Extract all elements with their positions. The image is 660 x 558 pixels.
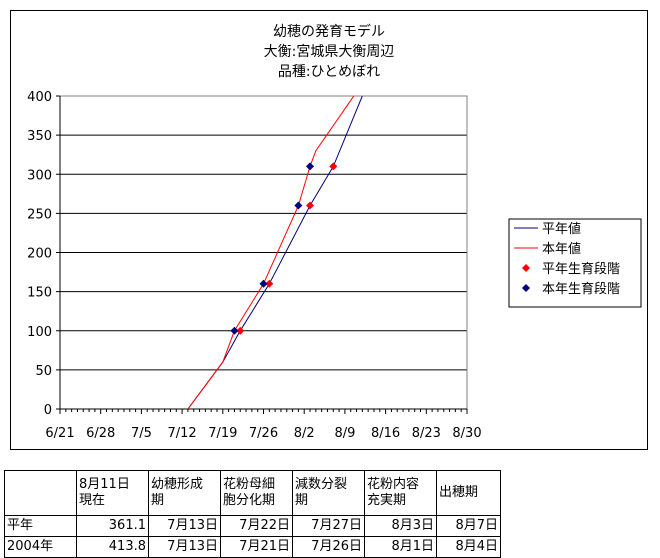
table-header-cell: 8月11日 現在	[76, 470, 149, 516]
table-header-cell: 出穂期	[436, 470, 501, 516]
table-header-cell: 幼穂形成期	[148, 470, 221, 516]
series-markers	[230, 162, 338, 335]
grid-lines	[60, 95, 467, 371]
x-tick-label: 7/26	[249, 426, 278, 441]
table-cell: 8月4日	[436, 536, 501, 558]
y-tick-label: 350	[27, 129, 52, 144]
table-header-cell: 花粉母細 胞分化期	[220, 470, 293, 516]
legend-label: 平年値	[542, 221, 581, 237]
data-point-2	[306, 201, 315, 210]
table-cell: 7月27日	[292, 515, 365, 537]
legend-label: 本年値	[542, 241, 581, 257]
x-tick-label: 8/23	[412, 426, 441, 441]
chart-frame: 幼穂の発育モデル 大衡:宮城県大衡周辺 品種:ひとめぼれ 0 50 100 150 200 2…	[10, 10, 648, 450]
series-line-1	[187, 96, 355, 409]
table-cell: 8月7日	[436, 515, 501, 537]
table-cell: 7月21日	[220, 536, 293, 558]
table-cell: 7月26日	[292, 536, 365, 558]
x-tick-label: 7/5	[131, 426, 152, 441]
table-cell: 361.1	[76, 515, 149, 537]
data-point-2	[265, 279, 274, 288]
chart-title-line: 品種:ひとめぼれ	[278, 64, 380, 80]
series-lines	[187, 96, 363, 409]
y-tick-label: 400	[27, 90, 52, 105]
x-tick-label: 7/19	[208, 426, 237, 441]
table-row-label: 2004年	[4, 536, 77, 558]
legend-label: 本年生育段階	[542, 281, 620, 297]
data-table: 8月11日 現在 幼穂形成期花粉母細 胞分化期 減数分裂期花粉内容 充実期 出穂期 平年 361…	[4, 470, 501, 558]
y-tick-label: 200	[27, 247, 52, 262]
x-tick-label: 8/30	[452, 426, 481, 441]
legend-swatch	[522, 284, 530, 292]
y-tick-label: 0	[44, 403, 52, 418]
legend-swatch	[522, 264, 530, 272]
x-tick-label: 8/9	[334, 426, 355, 441]
data-point-3	[230, 326, 239, 335]
data-point-3	[259, 279, 268, 288]
table-header-cell: 減数分裂期	[292, 470, 365, 516]
table-header-cell	[4, 470, 77, 516]
table-cell: 413.8	[76, 536, 149, 558]
x-tick-label: 8/16	[371, 426, 400, 441]
table-header-cell: 花粉内容 充実期	[364, 470, 437, 516]
axes: 0 50 100 150 200 250 300 350 400 6/21 6/28 7/5 7/12 7…	[27, 90, 481, 441]
y-tick-label: 150	[27, 286, 52, 301]
legend-label: 平年生育段階	[542, 261, 620, 277]
data-point-3	[306, 162, 315, 171]
x-tick-label: 6/21	[45, 426, 74, 441]
table-header-row: 8月11日 現在 幼穂形成期花粉母細 胞分化期 減数分裂期花粉内容 充実期 出穂期	[4, 470, 501, 516]
table-cell: 7月22日	[220, 515, 293, 537]
table-cell: 8月1日	[364, 536, 437, 558]
data-point-3	[294, 201, 303, 210]
x-tick-label: 8/2	[294, 426, 315, 441]
chart-title-line: 幼穂の発育モデル	[273, 23, 385, 40]
table-cell: 7月13日	[148, 515, 221, 537]
table-cell: 8月3日	[364, 515, 437, 537]
table-row: 平年 361.1 7月13日 7月22日 7月27日 8月3日 8月7日	[4, 515, 501, 537]
table-row: 2004年 413.8 7月13日 7月21日 7月26日 8月1日 8月4日	[4, 536, 501, 558]
table-cell: 7月13日	[148, 536, 221, 558]
legend-box	[508, 218, 642, 308]
table-row-label: 平年	[4, 515, 77, 537]
data-point-2	[329, 162, 338, 171]
x-tick-label: 7/12	[167, 426, 196, 441]
data-point-2	[236, 326, 245, 335]
chart-title-line: 大衡:宮城県大衡周辺	[264, 44, 395, 60]
y-tick-label: 50	[35, 364, 52, 379]
y-tick-label: 100	[27, 325, 52, 340]
y-tick-label: 300	[27, 168, 52, 183]
y-tick-label: 250	[27, 207, 52, 222]
x-tick-label: 6/28	[86, 426, 115, 441]
